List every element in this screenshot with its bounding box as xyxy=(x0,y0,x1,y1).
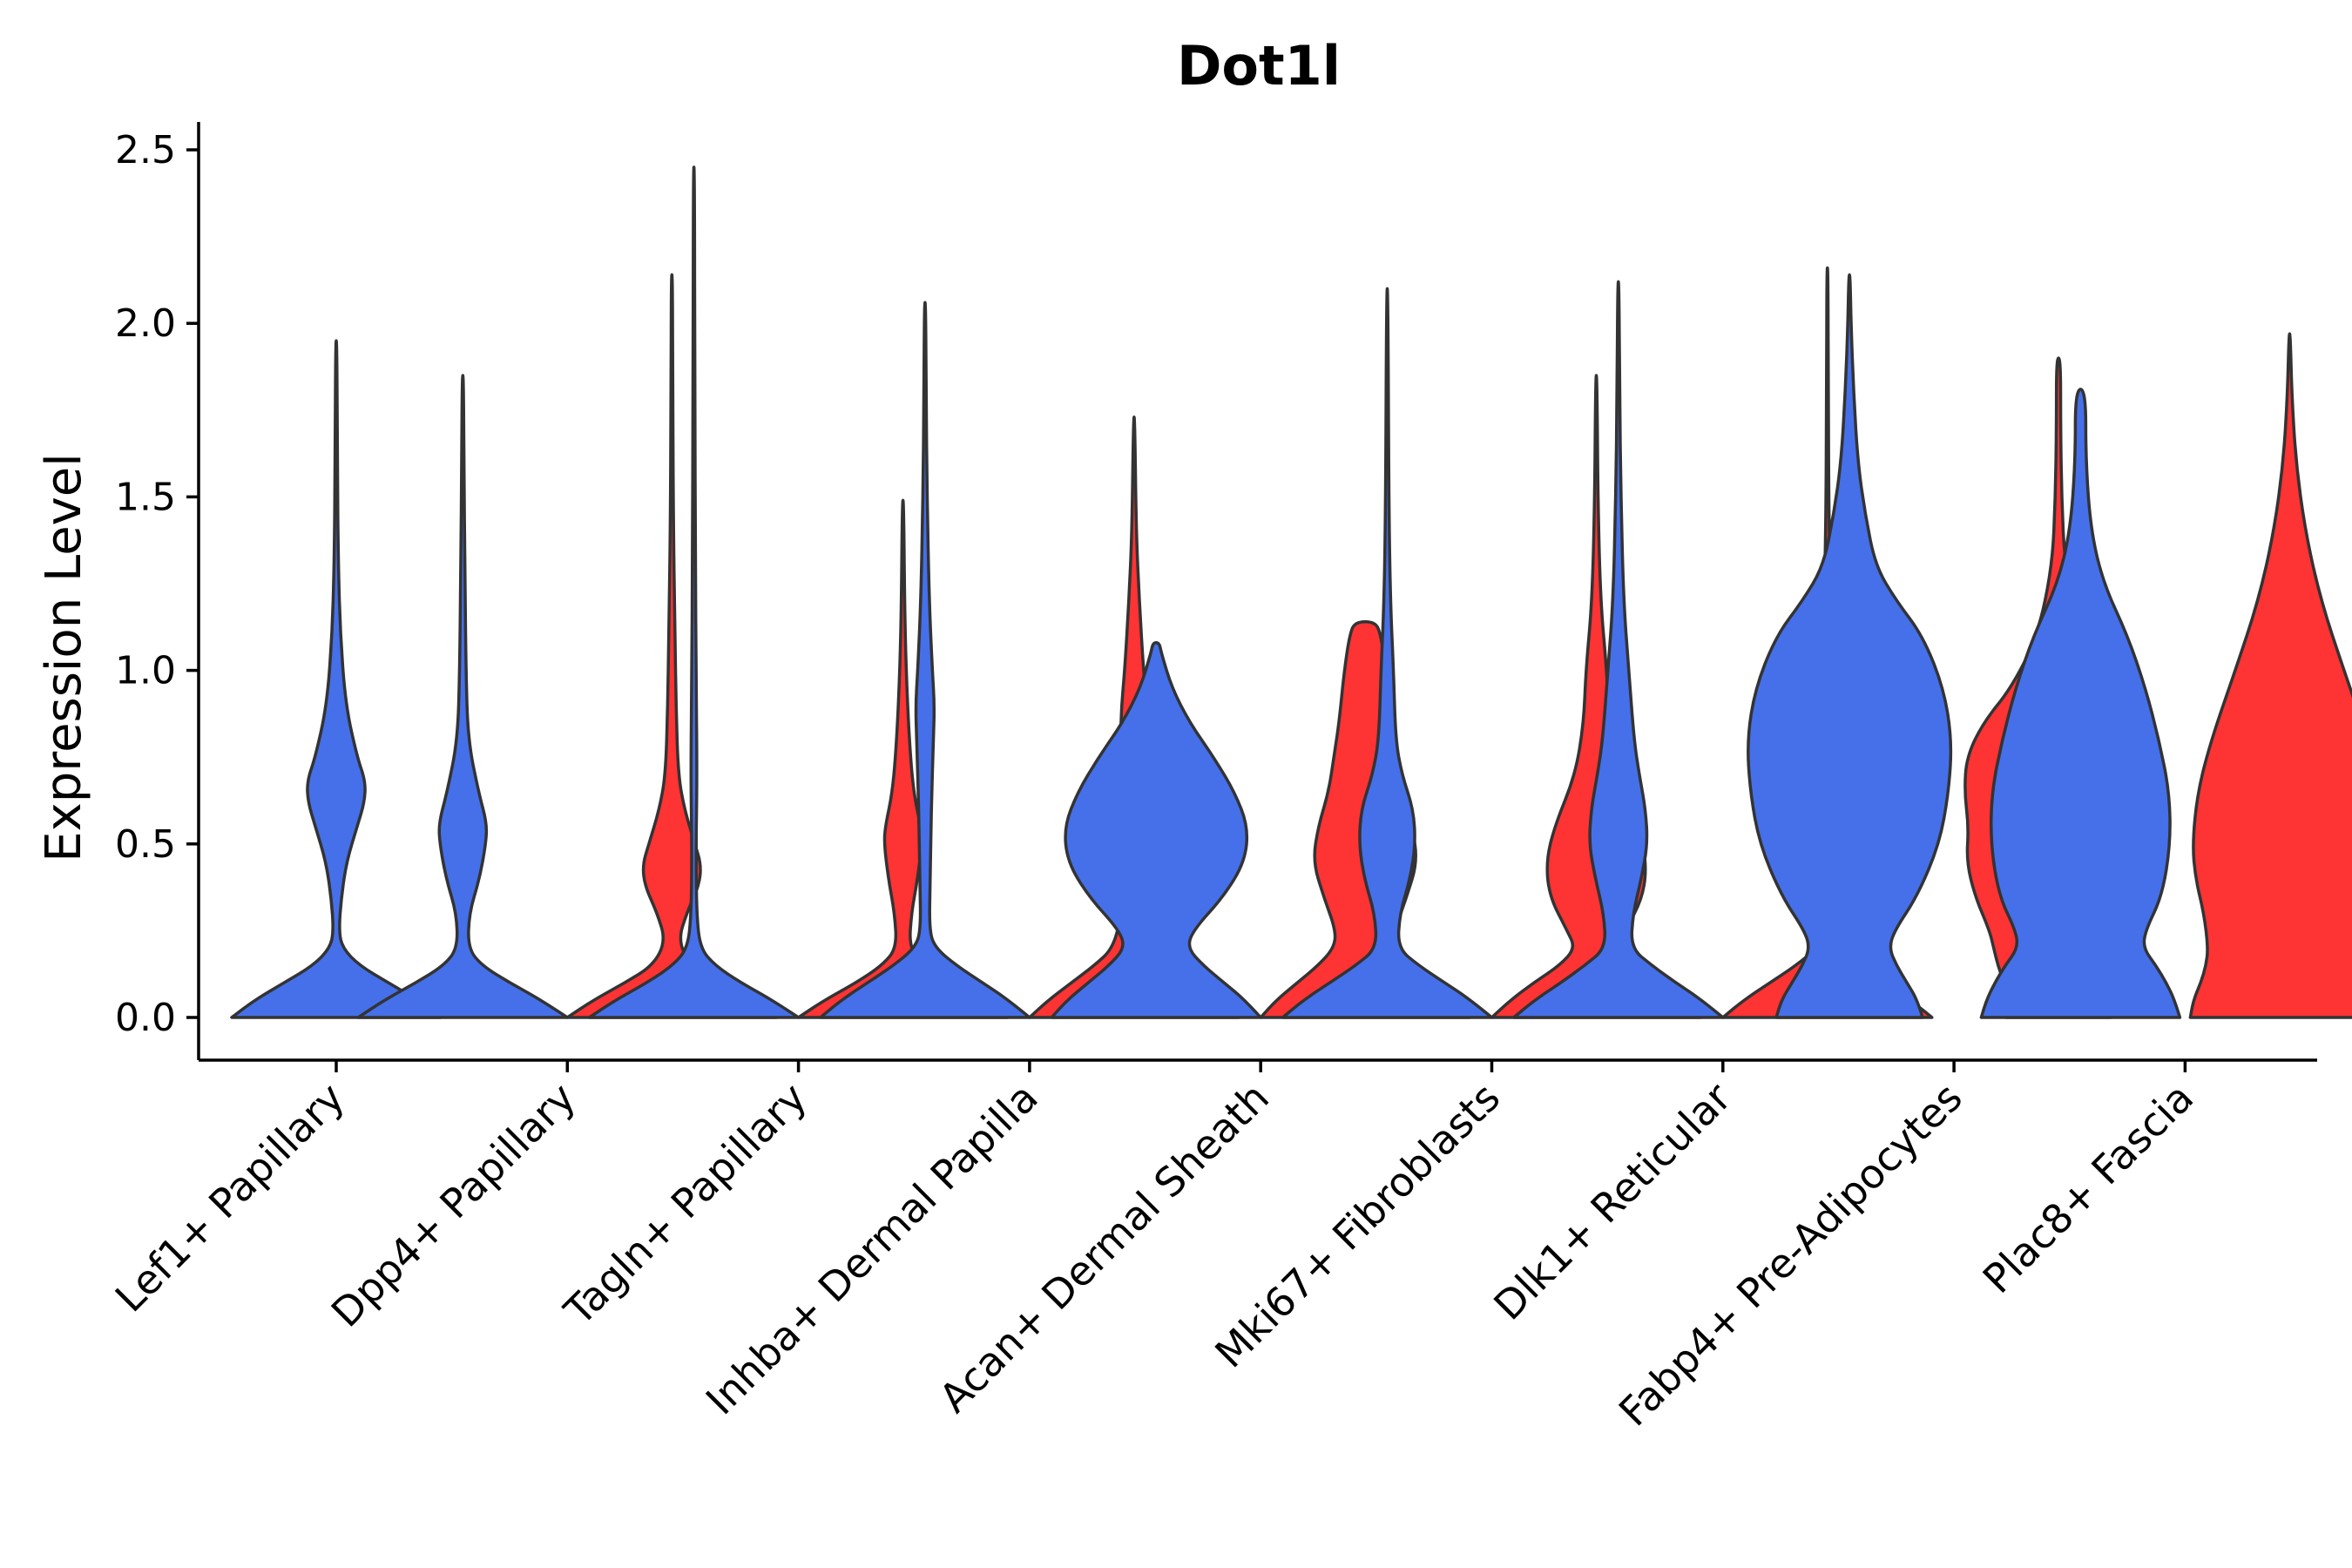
violin-dlk1-reticular-group_1 xyxy=(1512,280,1725,1019)
y-tick-label: 1.0 xyxy=(115,649,176,693)
x-tick-label: Dlk1+ Reticular xyxy=(1484,1074,1740,1329)
violin-dpp4-papillary-group_1 xyxy=(356,374,570,1019)
violin-plac8-fascia-group_1 xyxy=(1979,388,2182,1019)
y-tick-label: 2.5 xyxy=(115,128,176,172)
violin-plac8-fascia-group_2 xyxy=(2188,332,2352,1019)
y-tick-label: 0.5 xyxy=(115,822,176,867)
violin-tagln-papillary-group_2 xyxy=(796,498,1010,1019)
x-tick-label: Dpp4+ Papillary xyxy=(322,1074,585,1336)
chart-title: Dot1l xyxy=(1177,34,1341,98)
y-tick-label: 2.0 xyxy=(115,301,176,346)
violin-mki67-fibroblasts-group_2 xyxy=(1490,374,1703,1019)
x-tick-label: Plac8+ Fascia xyxy=(1974,1074,2202,1302)
x-tick-label: Tagln+ Papillary xyxy=(555,1074,816,1335)
y-tick-label: 0.0 xyxy=(115,996,176,1040)
y-axis-label: Expression Level xyxy=(36,453,92,862)
x-tick-label: Lef1+ Papillary xyxy=(106,1074,354,1321)
violin-fabp4-pre-adipocytes-group_1 xyxy=(1747,273,1953,1019)
violins-layer xyxy=(230,166,2352,1019)
violin-lef1-papillary-group_1 xyxy=(230,339,443,1019)
violin-mki67-fibroblasts-group_1 xyxy=(1281,287,1494,1019)
violin-acan-dermal-sheath-group_1 xyxy=(1050,640,1262,1019)
violin-inhba-dermal-papilla-group_1 xyxy=(819,301,1031,1019)
violin-dpp4-papillary-group_2 xyxy=(565,273,779,1019)
y-tick-label: 1.5 xyxy=(115,475,176,519)
violin-tagln-papillary-group_1 xyxy=(587,166,801,1019)
